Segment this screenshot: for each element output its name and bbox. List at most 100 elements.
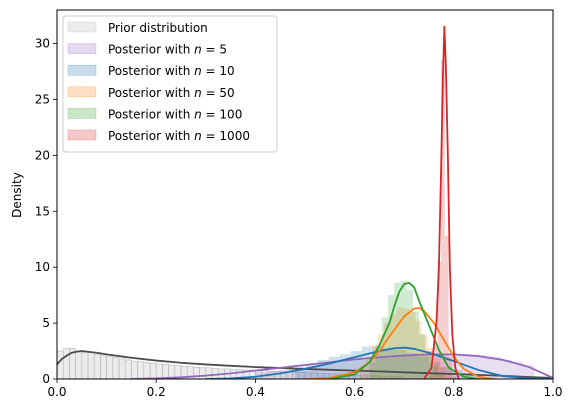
histogram-bar bbox=[425, 351, 432, 379]
histogram-bar bbox=[277, 370, 289, 379]
histogram-bar bbox=[446, 373, 453, 379]
histogram-bar bbox=[373, 346, 385, 379]
histogram-bar bbox=[375, 345, 382, 379]
density-curve-1 bbox=[130, 353, 553, 379]
histogram-bar bbox=[412, 311, 420, 379]
histogram-bar bbox=[422, 354, 434, 379]
histogram-bar bbox=[396, 307, 403, 379]
histogram-bar bbox=[406, 289, 413, 379]
histogram-bar bbox=[62, 348, 70, 379]
x-tick-label: 0.6 bbox=[345, 385, 364, 399]
histogram-bar bbox=[162, 364, 169, 379]
histogram-bar bbox=[143, 361, 151, 379]
histogram-bar bbox=[75, 350, 83, 379]
histogram-bar bbox=[421, 334, 428, 379]
histogram-bar bbox=[389, 356, 401, 379]
legend-swatch-0 bbox=[67, 21, 97, 33]
histogram-bar bbox=[445, 354, 457, 379]
histogram-bar bbox=[489, 356, 501, 379]
legend-swatch-4 bbox=[67, 108, 97, 119]
histogram-bar bbox=[288, 367, 301, 379]
histogram-bar bbox=[419, 334, 426, 379]
legend-label-3: Posterior with n = 50 bbox=[108, 86, 235, 100]
histogram-bar bbox=[112, 356, 120, 379]
histogram-bar bbox=[371, 345, 379, 379]
histogram-bar bbox=[441, 60, 445, 379]
histogram-bar bbox=[149, 363, 157, 379]
histogram-bar bbox=[350, 351, 363, 379]
histogram-bar bbox=[81, 351, 89, 379]
histogram-bar bbox=[397, 376, 405, 379]
density-curve-0 bbox=[57, 350, 553, 379]
histogram-bar bbox=[378, 357, 390, 379]
histogram-bar bbox=[400, 355, 412, 379]
histogram-bar bbox=[124, 359, 132, 379]
histogram-bar bbox=[444, 235, 449, 379]
y-axis: 0 5 10 15 20 25 30 bbox=[35, 37, 57, 386]
histogram-bar bbox=[431, 365, 438, 379]
x-tick-label: 0.0 bbox=[47, 385, 66, 399]
histogram-bar bbox=[155, 363, 163, 379]
legend-label-0: Prior distribution bbox=[108, 21, 208, 35]
histogram-bar bbox=[437, 261, 442, 379]
histogram-bar bbox=[417, 356, 429, 379]
histogram-bar bbox=[523, 365, 535, 379]
histogram-bar bbox=[384, 348, 396, 379]
histogram-bar bbox=[452, 376, 457, 379]
histogram-bar bbox=[93, 354, 101, 379]
density-curves-layer bbox=[57, 25, 553, 379]
legend-swatch-1 bbox=[67, 43, 97, 54]
y-tick-label: 5 bbox=[42, 316, 50, 330]
y-tick-label: 20 bbox=[35, 148, 50, 162]
plot-frame bbox=[56, 9, 554, 380]
histogram-bar bbox=[402, 308, 410, 379]
histogram-bar bbox=[199, 367, 207, 379]
histogram-bar bbox=[500, 359, 513, 379]
legend-swatch-2 bbox=[67, 64, 97, 76]
histogram-bar bbox=[339, 354, 351, 379]
histogram-bar bbox=[328, 356, 340, 379]
histogram-bar bbox=[427, 347, 434, 379]
x-tick-label: 1.0 bbox=[543, 385, 562, 399]
histogram-bar bbox=[381, 317, 389, 379]
histogram-bar bbox=[367, 358, 379, 379]
histogram-bar bbox=[306, 365, 318, 379]
histogram-bar bbox=[433, 345, 438, 379]
histogram-bar bbox=[411, 354, 423, 379]
histogram-bar bbox=[300, 366, 312, 379]
legend-swatch-5 bbox=[67, 129, 97, 141]
histogram-bar bbox=[87, 352, 95, 379]
x-tick-label: 0.8 bbox=[444, 385, 463, 399]
histogram-bar bbox=[137, 361, 145, 379]
legend-label-1: Posterior with n = 5 bbox=[108, 43, 227, 57]
density-curve-2 bbox=[204, 346, 553, 379]
legend-frame bbox=[62, 15, 278, 153]
histogram-bar bbox=[478, 355, 490, 379]
x-axis: 0.0 0.2 0.4 0.6 0.8 1.0 bbox=[47, 379, 563, 399]
histogram-bar bbox=[395, 349, 407, 379]
histogram-bar bbox=[118, 358, 126, 379]
y-tick-label: 30 bbox=[35, 37, 50, 51]
histogram-bar bbox=[106, 356, 114, 379]
legend-label-4: Posterior with n = 100 bbox=[108, 107, 242, 121]
y-tick-label: 0 bbox=[42, 372, 50, 386]
legend-label-5: Posterior with n = 1000 bbox=[108, 129, 250, 143]
histogram-bar bbox=[388, 295, 395, 379]
histogram-bar bbox=[295, 367, 307, 379]
y-tick-label: 10 bbox=[35, 260, 50, 274]
histogram-bar bbox=[359, 367, 366, 379]
histogram-bar bbox=[131, 360, 138, 379]
histogram-bar bbox=[409, 311, 416, 379]
histogram-bar bbox=[390, 314, 397, 379]
histogram-bar bbox=[57, 350, 64, 379]
histogram-bar bbox=[311, 364, 323, 379]
histogram-bar bbox=[384, 323, 391, 379]
histogram-bar bbox=[400, 280, 407, 379]
histogram-bar bbox=[205, 367, 213, 379]
histogram-bar bbox=[512, 362, 524, 379]
histogram-bar bbox=[365, 358, 372, 379]
legend-swatch-3 bbox=[67, 86, 97, 98]
histogram-bar bbox=[433, 358, 441, 379]
